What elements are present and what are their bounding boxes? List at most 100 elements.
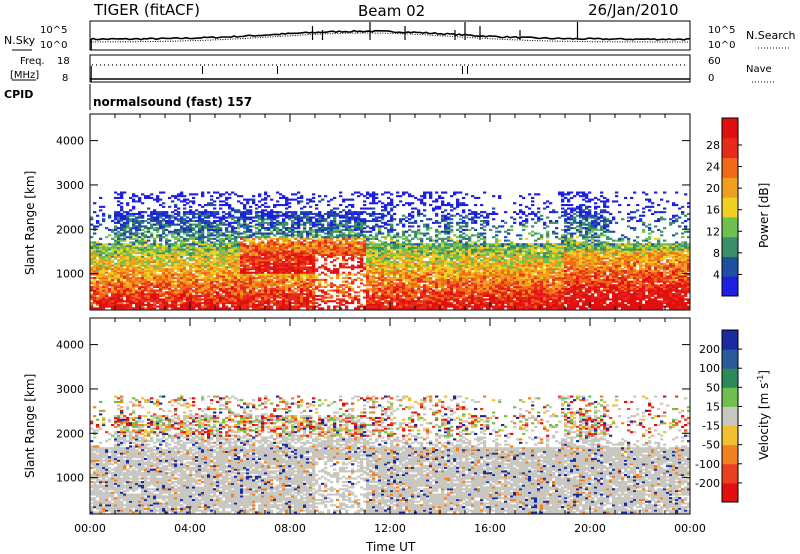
power-cell: [153, 198, 157, 201]
power-cell: [366, 225, 370, 228]
power-cell: [306, 211, 310, 214]
power-cell: [282, 307, 286, 310]
power-cell: [405, 268, 409, 271]
power-cell: [375, 253, 379, 256]
power-cell: [345, 234, 349, 237]
power-cell: [345, 250, 349, 253]
power-cell: [129, 214, 133, 217]
power-cell: [303, 305, 307, 308]
power-cell: [396, 264, 400, 267]
power-cell: [204, 280, 208, 283]
power-cell: [219, 223, 223, 226]
power-cell: [114, 227, 118, 230]
power-cell: [318, 223, 322, 226]
power-cell: [408, 289, 412, 292]
power-cell: [195, 241, 199, 244]
power-cell: [120, 252, 124, 255]
power-cell: [261, 302, 265, 305]
power-cell: [231, 300, 235, 303]
power-cell: [153, 307, 157, 310]
power-cell: [204, 241, 208, 244]
power-cell: [213, 266, 217, 269]
power-cell: [207, 282, 211, 285]
power-cell: [366, 284, 370, 287]
power-cell: [381, 246, 385, 249]
power-cell: [204, 287, 208, 290]
power-cell: [237, 293, 241, 296]
power-cell: [357, 277, 361, 280]
power-cell: [408, 280, 412, 283]
power-cell: [273, 227, 277, 230]
power-cell: [222, 289, 226, 292]
power-cell: [246, 257, 250, 260]
power-cell: [90, 271, 94, 274]
power-cell: [405, 262, 409, 265]
power-cell: [372, 278, 376, 281]
power-cell: [141, 202, 145, 205]
power-cell: [153, 277, 157, 280]
power-cell: [375, 246, 379, 249]
power-cell: [201, 191, 205, 194]
power-cell: [360, 218, 364, 221]
power-cell: [324, 257, 328, 260]
power-cell: [153, 264, 157, 267]
power-cell: [186, 221, 190, 224]
power-cell: [288, 198, 292, 201]
power-cell: [114, 234, 118, 237]
power-cell: [153, 291, 157, 294]
power-cell: [381, 262, 385, 265]
power-cell: [126, 248, 130, 251]
power-cell: [339, 253, 343, 256]
power-cell: [312, 223, 316, 226]
power-cell: [198, 303, 202, 306]
power-cell: [183, 250, 187, 253]
power-cell: [261, 277, 265, 280]
power-cell: [408, 300, 412, 303]
power-cell: [324, 296, 328, 299]
power-cell: [261, 300, 265, 303]
power-cell: [351, 289, 355, 292]
power-cell: [342, 257, 346, 260]
power-cell: [378, 269, 382, 272]
power-cell: [303, 275, 307, 278]
power-cell: [375, 193, 379, 196]
power-cell: [201, 245, 205, 248]
power-cell: [102, 298, 106, 301]
power-cell: [189, 252, 193, 255]
power-cell: [276, 302, 280, 305]
power-cell: [198, 216, 202, 219]
power-cell: [168, 220, 172, 223]
power-cell: [117, 193, 121, 196]
power-cell: [210, 289, 214, 292]
power-cell: [264, 198, 268, 201]
power-cell: [114, 268, 118, 271]
power-cell: [351, 230, 355, 233]
power-cell: [222, 245, 226, 248]
power-cell: [345, 266, 349, 269]
power-cell: [372, 268, 376, 271]
power-cell: [309, 227, 313, 230]
power-cell: [180, 289, 184, 292]
power-cell: [114, 287, 118, 290]
power-cell: [156, 234, 160, 237]
power-cell: [171, 220, 175, 223]
power-cell: [174, 204, 178, 207]
power-cell: [222, 269, 226, 272]
power-cell: [120, 282, 124, 285]
power-cell: [324, 278, 328, 281]
power-cell: [93, 289, 97, 292]
power-cell: [165, 234, 169, 237]
power-cell: [366, 246, 370, 249]
power-cell: [249, 212, 253, 215]
power-cell: [195, 230, 199, 233]
power-cell: [390, 300, 394, 303]
power-cell: [159, 220, 163, 223]
power-cell: [285, 305, 289, 308]
power-cell: [210, 202, 214, 205]
power-cell: [327, 253, 331, 256]
power-cell: [324, 259, 328, 262]
power-cell: [195, 212, 199, 215]
power-cell: [300, 218, 304, 221]
power-cell: [378, 277, 382, 280]
power-cell: [363, 296, 367, 299]
